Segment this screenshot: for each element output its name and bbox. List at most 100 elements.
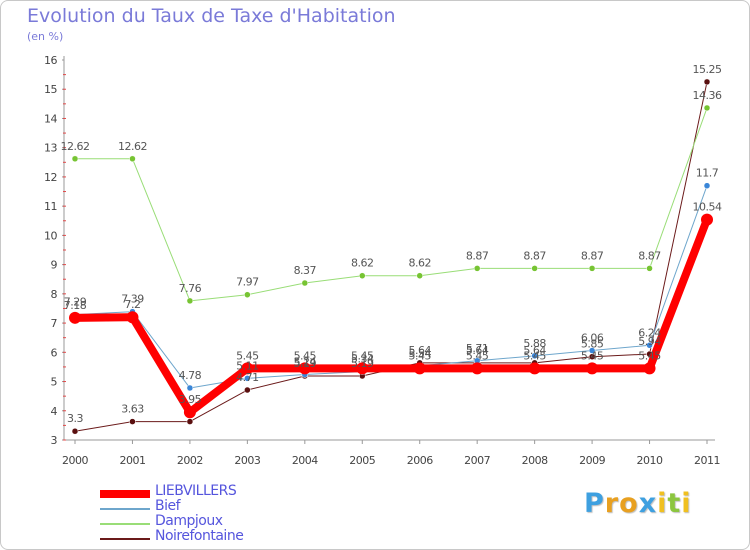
x-tick-label: 2001 [119,454,145,467]
data-label-noirefontaine: 5.64 [408,344,431,357]
data-label-liebvillers: 5.45 [236,349,259,362]
y-tick-label: 13 [44,142,57,155]
data-label-liebvillers: 5.45 [294,349,317,362]
y-tick-label: 5 [51,376,58,389]
legend-label: Bief [155,498,181,514]
data-label-liebvillers: 7.18 [64,299,87,312]
data-label-dampjoux: 7.97 [236,276,259,289]
legend-label: Noirefontaine [155,528,244,544]
data-label-dampjoux: 8.87 [581,249,604,262]
data-label-noirefontaine: 4.71 [236,371,259,384]
data-point-liebvillers [471,362,484,375]
data-point-liebvillers [586,362,599,375]
data-point-liebvillers [701,213,713,226]
data-label-bief: 11.7 [696,167,719,180]
data-point-bief [646,342,653,349]
data-label-noirefontaine: 5.64 [466,344,489,357]
chart-title: Evolution du Taux de Taxe d'Habitation [27,5,396,27]
x-tick-label: 2010 [637,454,663,467]
chart-subtitle: (en %) [27,30,64,43]
data-label-dampjoux: 8.87 [638,249,661,262]
data-point-dampjoux [473,265,481,272]
x-tick-label: 2003 [234,454,260,467]
data-label-liebvillers: 5.45 [638,349,661,362]
data-point-liebvillers [643,362,656,375]
y-tick-label: 12 [44,171,57,184]
logo-letter: i [681,488,692,519]
data-label-liebvillers: 5.45 [581,349,604,362]
data-label-dampjoux: 8.62 [408,257,431,270]
data-label-bief: 7.29 [64,296,87,309]
x-tick-label: 2011 [694,454,720,467]
data-point-bief [703,182,711,189]
logo-letter: x [638,488,658,519]
data-label-dampjoux: 7.76 [179,282,202,295]
legend-swatch [100,508,150,510]
logo-letter: i [657,488,668,519]
data-label-liebvillers: 3.95 [179,393,202,406]
data-point-liebvillers [126,311,139,324]
data-label-noirefontaine: 3.3 [67,412,83,425]
data-label-noirefontaine: 3.63 [121,403,144,416]
y-tick-label: 8 [51,288,58,301]
proxiti-logo: Proxiti [584,488,692,519]
legend-swatch [100,523,150,525]
data-label-bief: 7.39 [121,293,144,306]
data-point-dampjoux [416,272,423,279]
data-point-dampjoux [71,155,79,163]
data-label-bief: 5.88 [523,337,546,350]
x-tick-label: 2005 [349,454,375,467]
data-label-liebvillers: 5.45 [351,349,374,362]
data-point-liebvillers [183,406,196,419]
data-label-dampjoux: 8.87 [466,249,489,262]
y-tick-label: 10 [44,229,57,242]
data-label-dampjoux: 14.36 [693,89,722,102]
data-point-bief [244,375,251,382]
data-label-bief: 5.71 [466,342,489,355]
y-tick-label: 9 [51,259,58,272]
series-line-dampjoux [74,107,708,302]
data-point-dampjoux [703,104,711,112]
data-label-noirefontaine: 15.25 [693,63,722,76]
data-label-bief: 6.24 [638,326,661,339]
x-tick-label: 2007 [464,454,490,467]
data-point-dampjoux [359,272,366,279]
y-tick-label: 16 [44,54,57,67]
data-point-dampjoux [301,279,309,287]
data-label-dampjoux: 12.62 [118,140,147,153]
data-point-dampjoux [646,265,653,272]
x-tick-label: 2004 [292,454,318,467]
data-label-liebvillers: 5.45 [466,349,489,362]
data-point-bief [531,352,538,360]
data-point-bief [186,384,194,392]
data-label-bief: 5.11 [236,359,259,372]
logo-letter: P [584,488,605,519]
data-point-dampjoux [244,291,251,298]
data-point-liebvillers [241,362,254,375]
data-label-bief: 4.78 [179,369,202,382]
y-tick-label: 15 [44,83,57,96]
data-label-bief: 6.06 [581,332,604,345]
data-point-noirefontaine [186,418,194,425]
data-label-noirefontaine: 5.94 [638,335,661,348]
data-label-liebvillers: 5.45 [523,349,546,362]
data-point-dampjoux [588,265,596,272]
data-point-noirefontaine [71,427,79,435]
data-point-liebvillers [528,362,541,375]
data-point-liebvillers [69,311,81,324]
x-tick-label: 2000 [62,454,88,467]
data-label-bief: 5.54 [408,347,431,360]
series-line-bief [74,185,708,389]
data-point-noirefontaine [129,418,136,425]
x-tick-label: 2008 [522,454,548,467]
data-point-liebvillers [413,362,426,375]
data-label-noirefontaine: 5.64 [523,344,546,357]
y-tick-label: 11 [44,200,57,213]
data-point-noirefontaine [244,386,251,394]
y-tick-label: 3 [51,434,58,447]
data-point-liebvillers [356,362,369,375]
y-tick-label: 4 [51,405,58,418]
data-label-dampjoux: 8.87 [523,249,546,262]
